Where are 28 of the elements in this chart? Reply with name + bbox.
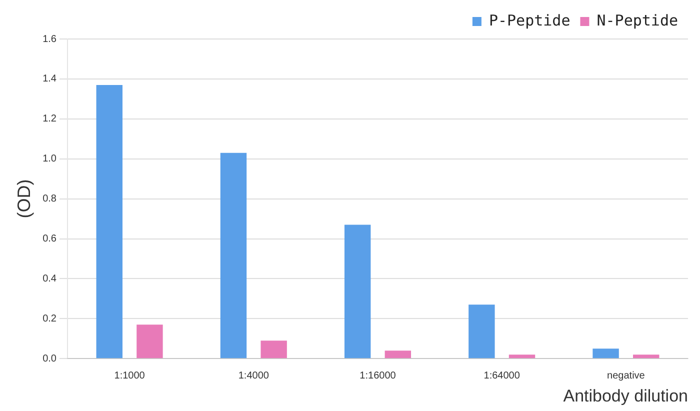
y-tick-label: 1.6 (42, 34, 57, 45)
y-tick-label: 0.0 (42, 353, 57, 364)
bar (508, 354, 536, 358)
y-tick-label: 0.6 (42, 234, 57, 244)
bar (344, 224, 371, 358)
legend-label: N-Peptide (596, 11, 678, 30)
bar (260, 340, 287, 358)
x-tick-label: 1:4000 (238, 370, 270, 382)
x-tick-label: 1:1000 (114, 370, 146, 382)
y-tick-label: 0.2 (42, 313, 57, 324)
x-axis-title: Antibody dilution (563, 386, 688, 406)
x-tick-label: negative (607, 370, 646, 382)
y-tick-label: 1.4 (42, 74, 57, 85)
y-tick-label: 0.4 (42, 273, 57, 284)
y-tick-label: 0.8 (42, 194, 57, 205)
x-tick-label: 1:16000 (360, 370, 396, 382)
legend-label: P-Peptide (488, 11, 570, 30)
bar (592, 348, 619, 358)
bar (96, 84, 122, 358)
y-axis-title: (OD) (14, 179, 34, 218)
bar (633, 354, 660, 358)
x-tick-label: 1:64000 (484, 370, 520, 382)
bar (220, 152, 247, 358)
bar (468, 304, 495, 358)
y-tick-label: 1.0 (42, 154, 57, 165)
y-tick-label: 1.2 (42, 114, 57, 125)
bar (384, 350, 412, 358)
bar (136, 324, 163, 358)
